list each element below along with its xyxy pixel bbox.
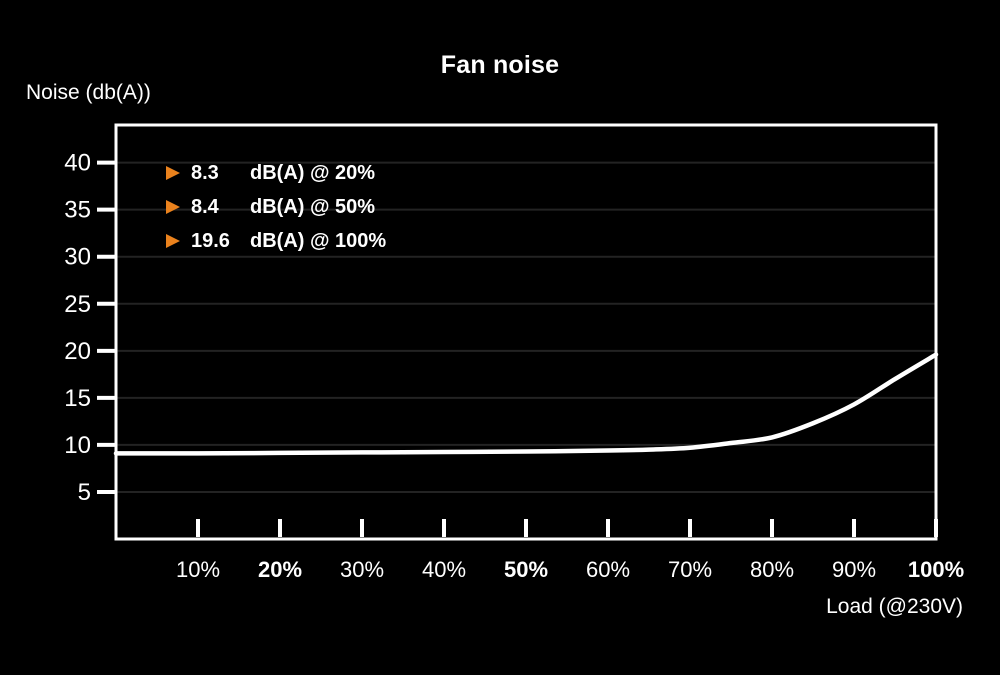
x-tick-label: 80% [750,557,794,582]
y-tick-label: 40 [64,150,91,177]
y-tick-label: 5 [78,479,91,506]
chart-legend: 8.3 dB(A) @ 20% 8.4 dB(A) @ 50% 19.6 dB(A) @ … [166,156,386,258]
x-tick-label: 40% [422,557,466,582]
x-tick-label: 90% [832,557,876,582]
x-tick-label: 100% [908,557,964,582]
triangle-right-icon [166,234,180,248]
plot-frame [114,123,938,541]
x-tick-label: 20% [258,557,302,582]
legend-value: 8.3 [191,161,219,184]
y-tick-label: 30 [64,244,91,271]
legend-label: dB(A) @ 50% [250,195,376,218]
y-tick-label: 20 [64,338,91,365]
legend-label: dB(A) @ 100% [250,229,387,252]
legend-value: 8.4 [191,195,219,218]
x-tick-label: 60% [586,557,630,582]
y-tick-label: 35 [64,197,91,224]
y-tick-label: 25 [64,291,91,318]
x-tick-label: 30% [340,557,384,582]
x-axis-label: Load (@230V) [826,595,963,618]
y-tick-label: 10 [64,432,91,459]
x-tick-label: 10% [176,557,220,582]
legend-value: 19.6 [191,229,230,252]
chart-title: Fan noise [440,51,560,79]
legend-label: dB(A) @ 20% [250,161,376,184]
y-axis-label: Noise (db(A)) [26,81,151,104]
legend-item: 19.6 dB(A) @ 100% [166,224,386,258]
legend-item: 8.3 dB(A) @ 20% [166,156,386,190]
noise-curve [113,352,939,456]
x-tick-label: 50% [504,557,548,582]
triangle-right-icon [166,200,180,214]
y-tick-label: 15 [64,385,91,412]
legend-item: 8.4 dB(A) @ 50% [166,190,386,224]
x-tick-label: 70% [668,557,712,582]
triangle-right-icon [166,166,180,180]
